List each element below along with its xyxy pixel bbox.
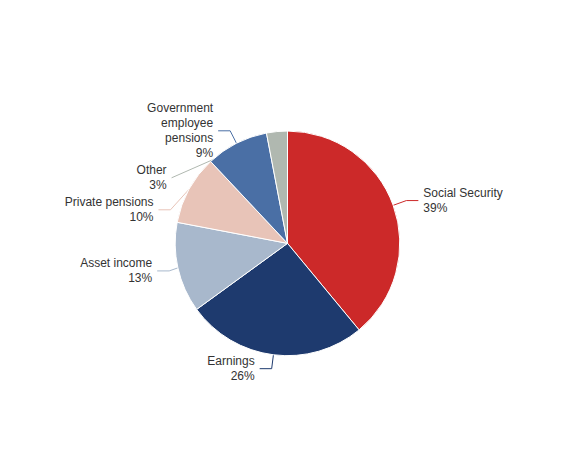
svg-text:13%: 13% (128, 271, 152, 285)
svg-text:10%: 10% (129, 210, 153, 224)
svg-text:3%: 3% (149, 178, 167, 192)
svg-text:employee: employee (161, 116, 213, 130)
svg-text:26%: 26% (231, 369, 255, 383)
svg-text:Government: Government (147, 101, 214, 115)
svg-text:Asset income: Asset income (80, 256, 152, 270)
svg-text:39%: 39% (423, 201, 447, 215)
svg-text:Private pensions: Private pensions (65, 195, 154, 209)
svg-text:9%: 9% (196, 146, 214, 160)
svg-text:Social Security: Social Security (423, 186, 502, 200)
svg-text:Earnings: Earnings (207, 354, 254, 368)
svg-text:Other: Other (137, 163, 167, 177)
svg-text:pensions: pensions (165, 131, 213, 145)
